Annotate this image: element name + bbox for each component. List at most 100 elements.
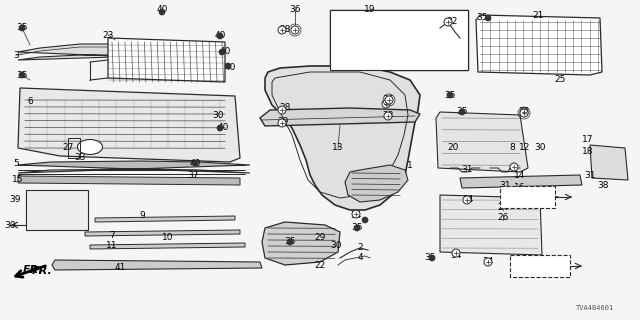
Bar <box>330 10 468 70</box>
Text: 20: 20 <box>447 143 459 153</box>
Circle shape <box>159 9 165 15</box>
Text: 31: 31 <box>584 171 596 180</box>
Circle shape <box>352 210 360 218</box>
Circle shape <box>444 18 452 26</box>
Text: B-50: B-50 <box>536 257 561 267</box>
Polygon shape <box>90 243 245 249</box>
Circle shape <box>447 92 453 98</box>
Polygon shape <box>476 15 602 75</box>
Polygon shape <box>108 38 225 82</box>
Circle shape <box>278 106 286 114</box>
Text: 34: 34 <box>350 211 362 220</box>
Polygon shape <box>85 230 240 236</box>
Text: 26: 26 <box>497 213 509 222</box>
Text: 31: 31 <box>461 165 473 174</box>
Text: 28: 28 <box>382 110 394 119</box>
Circle shape <box>385 96 393 104</box>
Text: 22: 22 <box>314 260 326 269</box>
Circle shape <box>484 258 492 266</box>
Circle shape <box>225 63 231 69</box>
Ellipse shape <box>77 140 102 155</box>
Text: 2: 2 <box>357 244 363 252</box>
Text: 3: 3 <box>13 51 19 60</box>
Circle shape <box>192 160 198 166</box>
Text: B-50: B-50 <box>529 261 554 271</box>
Circle shape <box>382 100 390 108</box>
Text: 34: 34 <box>451 251 461 260</box>
Circle shape <box>485 15 491 21</box>
Circle shape <box>362 217 368 223</box>
Text: 10: 10 <box>163 234 173 243</box>
Text: 8: 8 <box>509 143 515 153</box>
Polygon shape <box>345 165 408 202</box>
Circle shape <box>520 108 528 116</box>
Text: 30: 30 <box>212 110 224 119</box>
Text: 36: 36 <box>382 95 394 105</box>
Text: 35: 35 <box>476 13 488 22</box>
Text: FR.: FR. <box>22 265 44 275</box>
Text: 12: 12 <box>519 143 531 153</box>
Text: 29: 29 <box>277 117 289 126</box>
Circle shape <box>278 26 286 34</box>
Text: 17: 17 <box>582 135 594 145</box>
Text: B-50: B-50 <box>511 190 536 200</box>
Text: FR.: FR. <box>31 266 52 276</box>
Text: 32: 32 <box>518 108 530 116</box>
Text: 40: 40 <box>224 62 236 71</box>
Polygon shape <box>440 195 542 255</box>
Text: H: H <box>86 142 93 151</box>
Circle shape <box>291 26 299 34</box>
Text: 23: 23 <box>102 30 114 39</box>
Text: 30: 30 <box>4 220 16 229</box>
Circle shape <box>287 239 293 245</box>
Polygon shape <box>590 145 628 180</box>
Text: 27: 27 <box>62 142 74 151</box>
Polygon shape <box>18 161 250 173</box>
Circle shape <box>354 225 360 231</box>
Text: 15: 15 <box>12 175 24 185</box>
Text: 11: 11 <box>106 241 118 250</box>
Text: 7: 7 <box>109 230 115 239</box>
Text: 5: 5 <box>13 158 19 167</box>
Polygon shape <box>18 176 240 185</box>
Circle shape <box>219 49 225 55</box>
Text: 39: 39 <box>9 196 20 204</box>
Text: 4: 4 <box>357 253 363 262</box>
Text: 35: 35 <box>351 223 363 233</box>
Circle shape <box>510 163 518 171</box>
Text: 21: 21 <box>532 11 544 20</box>
Text: 30: 30 <box>330 242 342 251</box>
Text: 25: 25 <box>554 76 566 84</box>
Circle shape <box>452 249 460 257</box>
Text: 36: 36 <box>289 5 301 14</box>
Text: 34: 34 <box>483 258 493 267</box>
Text: 35: 35 <box>444 91 456 100</box>
Text: 41: 41 <box>115 263 125 273</box>
Circle shape <box>19 25 25 31</box>
Text: 40: 40 <box>156 5 168 14</box>
Text: 14: 14 <box>515 171 525 180</box>
Circle shape <box>520 109 528 117</box>
Circle shape <box>429 255 435 261</box>
Text: 40: 40 <box>189 158 201 167</box>
Text: 16: 16 <box>515 183 525 193</box>
Text: 37: 37 <box>188 171 199 180</box>
Text: 24: 24 <box>497 204 509 212</box>
Text: 35: 35 <box>456 108 468 116</box>
Text: 40: 40 <box>218 124 228 132</box>
Text: 28: 28 <box>279 26 291 35</box>
Circle shape <box>463 196 471 204</box>
Circle shape <box>217 125 223 131</box>
Text: 18: 18 <box>582 148 594 156</box>
Text: 31: 31 <box>499 180 511 189</box>
Text: 35: 35 <box>16 23 28 33</box>
Text: 30: 30 <box>534 143 546 153</box>
Polygon shape <box>52 260 262 270</box>
Text: 13: 13 <box>332 143 344 153</box>
Bar <box>514 258 544 274</box>
Text: 19: 19 <box>364 5 376 14</box>
Text: 40: 40 <box>214 30 226 39</box>
Text: 32: 32 <box>446 18 458 27</box>
Text: 34: 34 <box>462 196 474 204</box>
Text: 35: 35 <box>16 70 28 79</box>
